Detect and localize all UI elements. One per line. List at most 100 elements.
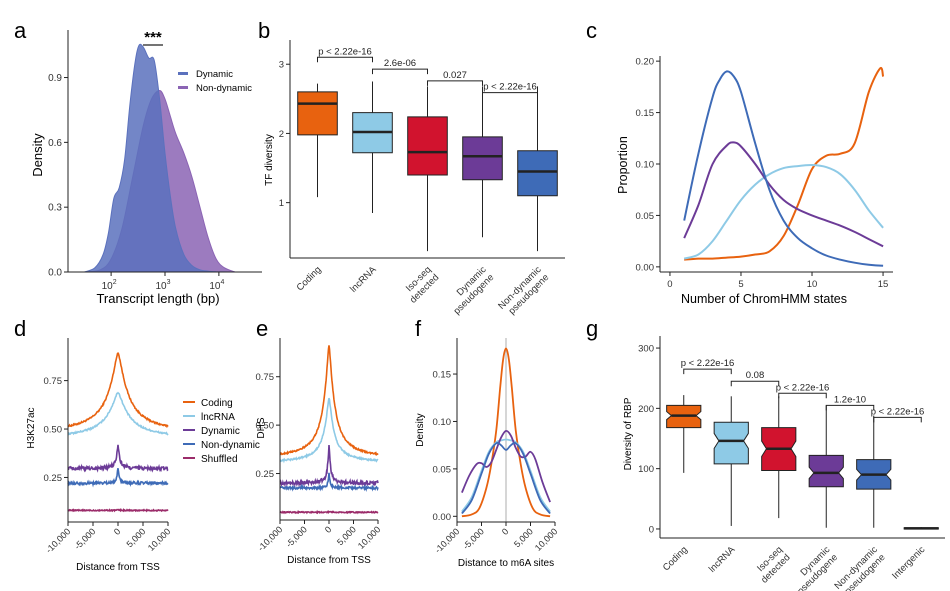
a-y-tick-label: 0.6 xyxy=(48,138,62,149)
c-y-tick-label: 0.00 xyxy=(636,262,655,273)
c-line-nondynpseudo xyxy=(683,70,884,267)
g-box-lncrna xyxy=(713,421,749,465)
b-comparison-bracket xyxy=(482,92,538,98)
panel-b-boxplot: 1 2 3 Coding lncRNA Iso-seqdetected Dynamicpse… xyxy=(264,40,565,319)
g-comparison-label: 1.2e-10 xyxy=(834,394,866,405)
d-line-coding xyxy=(67,352,169,429)
e-line-dynpseudo xyxy=(279,444,379,488)
f-plot: 0.00 0.05 0.10 0.15 -10,000 -5,000 0 5,00010,00… xyxy=(433,338,559,555)
g-category-label: Coding xyxy=(661,544,690,573)
a-legend-dynamic: Dynamic xyxy=(196,69,233,80)
b-box-isoseq xyxy=(407,116,448,176)
g-box-dynpseudo xyxy=(808,454,844,488)
d-line-dynpseudo xyxy=(67,444,169,473)
g-y-tick-label: 0 xyxy=(649,524,654,535)
d-line-lncrna xyxy=(67,391,169,436)
d-line-nondynpseudo xyxy=(67,468,169,488)
b-category-label: lncRNA xyxy=(348,264,379,295)
panel-label-c: c xyxy=(586,18,597,43)
f-x-axis-title: Distance to m6A sites xyxy=(458,558,554,569)
g-comparison-label: p < 2.22e-16 xyxy=(776,382,830,393)
a-density-areas xyxy=(84,43,236,273)
a-y-tick-label: 0.3 xyxy=(48,203,62,214)
panel-f-m6a: 0.00 0.05 0.10 0.15 -10,000 -5,000 0 5,00010,00… xyxy=(415,338,559,569)
d-x-tick-label: -10,000 xyxy=(44,526,73,555)
c-x-axis-title: Number of ChromHMM states xyxy=(681,292,847,306)
d-y-tick-label: 0.50 xyxy=(44,425,63,436)
c-x-tick-label: 15 xyxy=(878,279,889,290)
d-y-axis-title: H3K27ac xyxy=(26,407,37,448)
c-line-dynpseudo xyxy=(683,141,884,248)
f-x-tick-label: 5,000 xyxy=(512,526,535,549)
c-line-lncrna xyxy=(683,163,884,260)
d-legend-shuffled: Shuffled xyxy=(201,454,238,465)
e-line-shuffled xyxy=(279,509,379,515)
f-x-tick-label: -10,000 xyxy=(433,526,462,555)
c-x-tick-label: 5 xyxy=(738,279,743,290)
panel-label-g: g xyxy=(586,316,598,341)
e-x-tick-label: 5,000 xyxy=(335,524,358,547)
c-y-axis-title: Proportion xyxy=(616,136,630,194)
f-line-coding xyxy=(461,347,551,518)
panel-label-b: b xyxy=(258,18,270,43)
b-comparison-bracket xyxy=(427,80,483,86)
c-y-tick-label: 0.15 xyxy=(636,108,655,119)
e-x-tick-label: 10,000 xyxy=(356,524,383,551)
b-y-axis-title: TF diversity xyxy=(264,134,275,186)
b-comparison-label: 2.6e-06 xyxy=(384,58,416,69)
f-line-nondynpseudo xyxy=(461,441,551,515)
b-y-tick-label: 1 xyxy=(279,198,284,209)
d-legend: Coding lncRNA Dynamic Non-dynamic Shuffl… xyxy=(183,398,260,465)
b-box-coding xyxy=(297,91,338,136)
c-y-tick-label: 0.10 xyxy=(636,160,655,171)
e-line-lncrna xyxy=(279,397,379,464)
d-x-tick-label: 0 xyxy=(112,526,123,537)
panel-label-f: f xyxy=(415,316,422,341)
g-comparison-bracket xyxy=(825,404,875,411)
d-legend-coding: Coding xyxy=(201,398,233,409)
d-x-axis-title: Distance from TSS xyxy=(76,562,160,573)
panel-c-lines: 0.00 0.05 0.10 0.15 0.20 0 5 10 15 Number of Chr… xyxy=(616,56,893,306)
g-comparison-bracket xyxy=(730,380,780,387)
d-y-tick-label: 0.25 xyxy=(44,473,63,484)
c-y-tick-label: 0.05 xyxy=(636,211,655,222)
b-box-dynpseudo xyxy=(462,136,503,181)
d-x-tick-label: 10,000 xyxy=(146,526,173,553)
a-y-axis-title: Density xyxy=(30,133,45,177)
a-legend: Dynamic Non-dynamic xyxy=(178,69,252,94)
e-y-tick-label: 0.50 xyxy=(256,421,275,432)
g-comparison-bracket xyxy=(683,368,732,375)
panel-label-e: e xyxy=(256,316,268,341)
g-comparison-label: p < 2.22e-16 xyxy=(871,406,925,417)
b-comparison-bracket xyxy=(372,68,428,75)
b-category-label: Dynamicpseudogene xyxy=(444,264,497,317)
b-y-tick-label: 2 xyxy=(279,129,284,140)
d-line-shuffled xyxy=(67,508,169,513)
b-category-label: Coding xyxy=(295,264,324,293)
a-density-area-dynamic xyxy=(84,43,230,273)
b-category-label: Non-dynamicpseudogene xyxy=(496,264,551,319)
panel-label-d: d xyxy=(14,316,26,341)
a-y-tick-label: 0.0 xyxy=(48,268,62,279)
a-legend-swatch-dynamic xyxy=(178,72,188,75)
g-comparison-label: 0.08 xyxy=(746,370,765,381)
g-y-axis-title: Diversity of RBP xyxy=(623,397,634,470)
g-y-tick-label: 200 xyxy=(638,404,654,415)
a-y-tick-label: 0.9 xyxy=(48,73,62,84)
g-comparison-bracket xyxy=(778,392,827,399)
b-y-tick-label: 3 xyxy=(279,60,284,71)
g-comparison-bracket xyxy=(873,416,922,423)
e-y-axis-title: DHS xyxy=(256,417,267,438)
e-line-nondynpseudo xyxy=(279,472,379,492)
g-category-label: Non-dynamicpseudogene xyxy=(833,544,888,591)
g-category-label: Iso-seqdetected xyxy=(751,544,792,585)
f-y-tick-label: 0.05 xyxy=(433,464,452,475)
b-box-nondynpseudo xyxy=(517,150,558,197)
b-comparison-bracket xyxy=(317,56,373,63)
